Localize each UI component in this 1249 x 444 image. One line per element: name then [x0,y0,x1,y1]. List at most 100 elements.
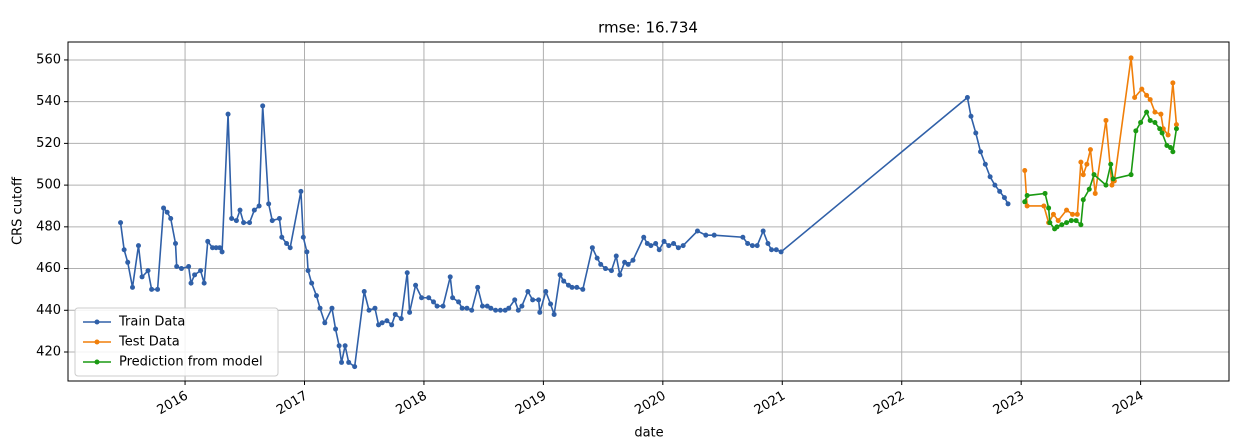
data-point [1054,224,1060,230]
data-point [464,305,470,311]
y-tick-label: 480 [36,219,61,234]
x-tick-label: 2021 [752,389,788,419]
data-point [1167,145,1173,151]
plot-frame [67,41,1230,382]
data-point [188,280,194,286]
y-tick-label: 440 [36,303,61,318]
data-point [543,289,549,295]
data-point [1109,182,1115,188]
data-point [1147,117,1153,123]
x-tick-label: 2018 [394,389,430,419]
data-point [1084,161,1090,167]
data-point [279,234,285,240]
data-point [1092,190,1098,196]
data-point [964,94,970,100]
data-point [561,278,567,284]
data-point [661,238,667,244]
data-point [598,261,604,267]
data-point [1047,220,1053,226]
data-point [1070,211,1076,217]
data-point [603,266,608,272]
data-point [548,301,554,307]
data-point [978,149,984,155]
data-point [493,307,499,313]
data-point [525,289,531,295]
data-point [760,228,766,234]
x-tick-label: 2017 [274,389,310,419]
data-point [656,247,662,253]
data-point [580,286,586,292]
data-point [765,241,771,247]
data-point [300,234,306,240]
data-point [251,207,257,213]
data-point [1103,182,1109,188]
data-point [1170,149,1176,155]
data-point [398,316,404,322]
data-point [653,241,659,247]
data-point [309,280,315,286]
data-point [1005,201,1011,207]
data-point [329,305,335,311]
y-tick-label: 460 [36,261,61,276]
data-point [419,295,425,301]
data-point [589,245,595,251]
data-point [1041,203,1047,209]
data-point [694,228,700,234]
data-point [1128,172,1134,178]
legend-box [74,307,279,377]
data-point [389,322,395,328]
data-point [219,249,225,255]
data-point [608,268,614,274]
data-point [1144,109,1150,115]
data-point [174,263,180,269]
data-point [450,295,456,301]
data-point [161,205,167,211]
x-tick-label: 2016 [155,389,191,419]
data-point [237,207,243,213]
data-point [392,311,398,317]
data-point [130,284,135,290]
data-point [641,234,647,240]
data-point [313,293,319,299]
data-point [613,253,619,259]
data-point [1059,222,1065,228]
data-point [1147,97,1153,103]
data-point [569,284,575,290]
data-point [987,174,993,180]
data-point [384,318,390,324]
data-point [317,305,323,311]
data-point [260,103,266,109]
data-point [1110,176,1116,182]
data-point [201,280,207,286]
data-point [1046,205,1052,211]
data-point [287,245,293,251]
data-point [407,309,413,315]
y-tick-label: 560 [36,52,61,67]
data-point [1086,186,1092,192]
series-line [1024,110,1178,231]
data-point [769,247,775,253]
data-point [1159,130,1165,136]
data-point [1158,111,1164,117]
data-point [479,303,485,309]
data-point [336,343,342,349]
legend-label: Train Data [118,315,185,330]
chart-title: rmse: 16.734 [598,19,698,37]
data-point [1091,172,1097,178]
data-point [404,270,410,276]
legend-label: Prediction from model [119,355,263,370]
data-point [469,307,475,313]
data-point [269,218,275,224]
data-point [1068,218,1074,224]
data-point [1022,168,1028,174]
data-point [426,295,432,301]
y-tick-label: 540 [36,94,61,109]
data-point [210,245,216,251]
data-point [459,305,465,311]
data-point [680,243,686,249]
data-point [536,297,542,303]
data-point [982,161,988,167]
data-point [1128,55,1134,61]
data-point [233,218,239,224]
